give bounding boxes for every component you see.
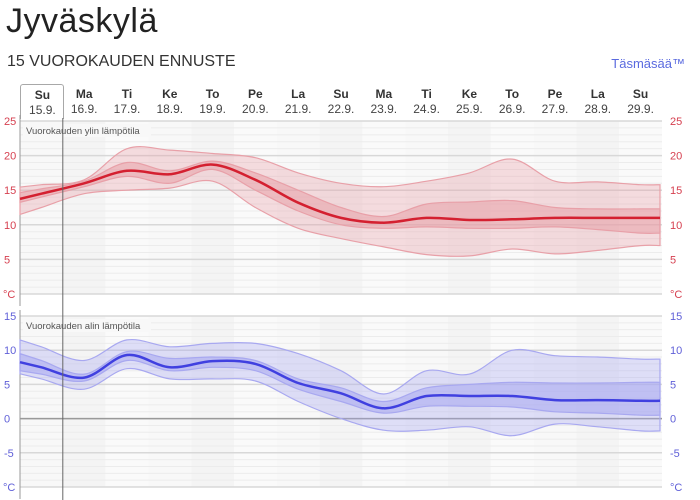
day-date: 17.9.	[113, 102, 141, 116]
day-weekday: To	[505, 87, 520, 101]
day-tab-8[interactable]: Ma 23.9.	[363, 84, 405, 118]
day-column-bg	[20, 316, 63, 487]
y-tick-left: 10	[4, 220, 16, 232]
day-date: 16.9.	[70, 102, 98, 116]
y-tick-left: 15	[4, 311, 16, 323]
day-weekday: Ti	[121, 87, 133, 101]
day-column-bg	[148, 316, 192, 487]
day-date: 29.9.	[627, 102, 654, 116]
day-tab-13[interactable]: La 28.9.	[577, 84, 619, 118]
day-tab-9[interactable]: Ti 24.9.	[406, 84, 448, 118]
day-date: 18.9.	[156, 102, 184, 116]
day-weekday: Pe	[547, 87, 563, 101]
day-date: 19.9.	[199, 102, 226, 116]
y-tick-right: 0	[670, 414, 676, 426]
day-date: 15.9.	[29, 103, 56, 117]
day-column-bg	[105, 121, 149, 294]
day-weekday: Pe	[248, 87, 263, 101]
day-tab-12[interactable]: Pe 27.9.	[534, 84, 576, 118]
y-tick-left: 25	[4, 116, 16, 128]
day-tab-1[interactable]: Ma 16.9.	[63, 84, 105, 118]
unit-label-left: °C	[3, 482, 15, 494]
chart-title: Vuorokauden ylin lämpötila	[26, 126, 140, 137]
day-column-bg	[576, 121, 620, 294]
day-weekday: Ma	[375, 87, 393, 101]
day-weekday: Ti	[421, 87, 432, 101]
day-date: 20.9.	[242, 102, 269, 116]
day-weekday: Su	[333, 87, 349, 101]
max-inner-band	[19, 160, 661, 234]
day-date: 25.9.	[456, 102, 483, 116]
y-tick-left: -5	[4, 448, 14, 460]
y-tick-left: 20	[4, 151, 16, 163]
min-median-line	[19, 353, 661, 410]
day-header-row: Su 15.9. Ma 16.9. Ti 17.9. Ke 18.9. To 19.9. Pe 20.…	[20, 84, 662, 120]
day-tab-4[interactable]: To 19.9.	[192, 84, 234, 118]
y-tick-left: 0	[4, 414, 10, 426]
day-tab-3[interactable]: Ke 18.9.	[149, 84, 191, 118]
y-tick-left: 15	[4, 185, 16, 197]
unit-label-right: °C	[670, 289, 682, 301]
day-weekday: Su	[34, 88, 51, 102]
chart-label-bg	[23, 319, 151, 332]
day-date: 23.9.	[370, 102, 398, 116]
y-tick-right: 10	[670, 220, 682, 232]
day-tab-0[interactable]: Su 15.9.	[20, 84, 65, 119]
day-date: 28.9.	[584, 102, 612, 116]
min-temp-chart: Vuorokauden alin lämpötila 15 15 10 10 5 5 0 0 -5…	[3, 310, 682, 499]
day-date: 24.9.	[413, 102, 440, 116]
day-weekday: La	[291, 87, 306, 101]
y-tick-left: 10	[4, 345, 16, 357]
day-tab-6[interactable]: La 21.9.	[277, 84, 319, 118]
forecast-subtitle: 15 VUOROKAUDEN ENNUSTE	[7, 53, 236, 70]
day-date: 21.9.	[284, 102, 312, 116]
y-tick-right: 20	[670, 151, 682, 163]
day-tab-14[interactable]: Su 29.9.	[620, 84, 662, 118]
chart-label-bg	[23, 124, 151, 137]
y-tick-right: 10	[670, 345, 682, 357]
y-tick-right: 5	[670, 254, 676, 266]
day-column-bg	[62, 121, 106, 294]
day-tab-10[interactable]: Ke 25.9.	[448, 84, 490, 118]
y-tick-right: -5	[670, 448, 680, 460]
day-column-bg	[62, 316, 106, 487]
day-column-bg	[148, 121, 192, 294]
day-tab-7[interactable]: Su 22.9.	[320, 84, 362, 118]
y-tick-right: 5	[670, 379, 676, 391]
unit-label-right: °C	[670, 482, 682, 494]
y-tick-right: 15	[670, 185, 682, 197]
day-tab-2[interactable]: Ti 17.9.	[106, 84, 148, 118]
day-column-bg	[362, 121, 406, 294]
day-tab-11[interactable]: To 26.9.	[491, 84, 533, 118]
y-tick-right: 15	[670, 311, 682, 323]
chart-title: Vuorokauden alin lämpötila	[26, 321, 141, 332]
day-weekday: Ke	[461, 87, 478, 101]
day-weekday: Ma	[75, 87, 93, 101]
day-weekday: To	[205, 87, 220, 101]
day-column-bg	[191, 121, 234, 294]
y-tick-left: 5	[4, 254, 10, 266]
day-weekday: La	[590, 87, 605, 101]
page-title: Jyväskylä	[6, 2, 158, 40]
day-date: 27.9.	[541, 102, 569, 116]
day-date: 22.9.	[327, 102, 355, 116]
day-date: 26.9.	[498, 102, 526, 116]
day-weekday: Ke	[162, 87, 178, 101]
max-temp-chart: Vuorokauden ylin lämpötila 25 25 20 20 15 15 10…	[3, 115, 682, 306]
max-median-line	[19, 163, 660, 224]
day-column-bg	[191, 316, 234, 487]
day-column-bg	[105, 316, 149, 487]
day-column-bg	[619, 121, 662, 294]
unit-label-left: °C	[3, 289, 15, 301]
day-column-bg	[234, 316, 277, 487]
tasmasaa-link[interactable]: Täsmäsää™	[611, 56, 685, 71]
y-tick-right: 25	[670, 116, 682, 128]
day-tab-5[interactable]: Pe 20.9.	[234, 84, 276, 118]
day-weekday: Su	[632, 87, 649, 101]
y-tick-left: 5	[4, 379, 10, 391]
